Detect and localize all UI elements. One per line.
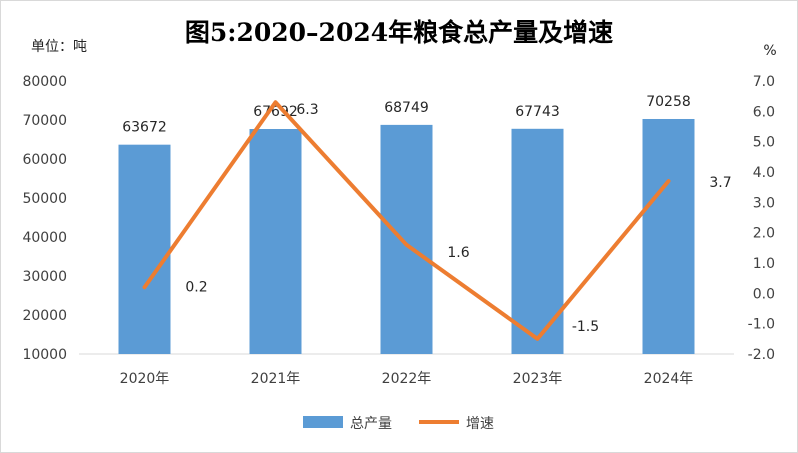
bar	[642, 118, 695, 354]
left-axis-unit: 单位：吨	[31, 39, 87, 55]
line-value-label: 1.6	[447, 245, 469, 261]
right-tick-label: -2.0	[748, 347, 775, 363]
line-value-label: 3.7	[709, 175, 731, 191]
x-axis-categories: 2020年 2021年 2022年 2023年 2024年	[120, 371, 694, 387]
right-tick-label: 7.0	[753, 74, 775, 90]
line-labels: 0.2 6.3 1.6 -1.5 3.7	[185, 102, 731, 335]
right-tick-label: 6.0	[753, 104, 775, 120]
legend: 总产量 增速	[303, 416, 494, 432]
left-tick-label: 60000	[22, 152, 67, 168]
right-axis-unit: %	[763, 43, 776, 59]
right-tick-label: 0.0	[753, 286, 775, 302]
left-tick-label: 80000	[22, 74, 67, 90]
chart-title: 图5:2020–2024年粮食总产量及增速	[185, 18, 613, 47]
right-tick-label: 2.0	[753, 226, 775, 242]
left-tick-label: 20000	[22, 308, 67, 324]
growth-line	[142, 100, 671, 341]
right-tick-label: 3.0	[753, 195, 775, 211]
legend-bar-swatch	[303, 416, 343, 428]
right-tick-label: 4.0	[753, 165, 775, 181]
left-tick-label: 30000	[22, 269, 67, 285]
bar-value-label: 70258	[646, 94, 691, 110]
bar-value-label: 63672	[122, 120, 167, 136]
bar-series	[118, 118, 695, 354]
left-tick-label: 10000	[22, 347, 67, 363]
x-tick-label: 2022年	[382, 371, 432, 387]
line-series	[142, 100, 671, 341]
left-tick-label: 50000	[22, 191, 67, 207]
right-axis: -2.0 -1.0 0.0 1.0 2.0 3.0 4.0 5.0 6.0 7.0	[748, 74, 775, 363]
left-axis: 10000 20000 30000 40000 50000 60000 70000 80000	[22, 74, 67, 363]
bar	[380, 124, 433, 354]
x-tick-label: 2020年	[120, 371, 170, 387]
right-tick-label: 1.0	[753, 256, 775, 272]
x-tick-label: 2021年	[251, 371, 301, 387]
legend-bar-label: 总产量	[350, 416, 392, 432]
right-tick-label: -1.0	[748, 317, 775, 333]
bar	[118, 144, 171, 354]
right-tick-label: 5.0	[753, 135, 775, 151]
bar	[249, 129, 302, 354]
x-tick-label: 2023年	[513, 371, 563, 387]
bar-value-label: 67743	[515, 104, 560, 120]
bar	[511, 128, 564, 354]
legend-line-label: 增速	[466, 416, 494, 432]
x-tick-label: 2024年	[644, 371, 694, 387]
bar-value-label: 68749	[384, 100, 429, 116]
line-value-label: -1.5	[572, 319, 599, 335]
line-value-label: 6.3	[296, 102, 318, 118]
left-tick-label: 70000	[22, 113, 67, 129]
left-tick-label: 40000	[22, 230, 67, 246]
line-value-label: 0.2	[185, 279, 207, 295]
